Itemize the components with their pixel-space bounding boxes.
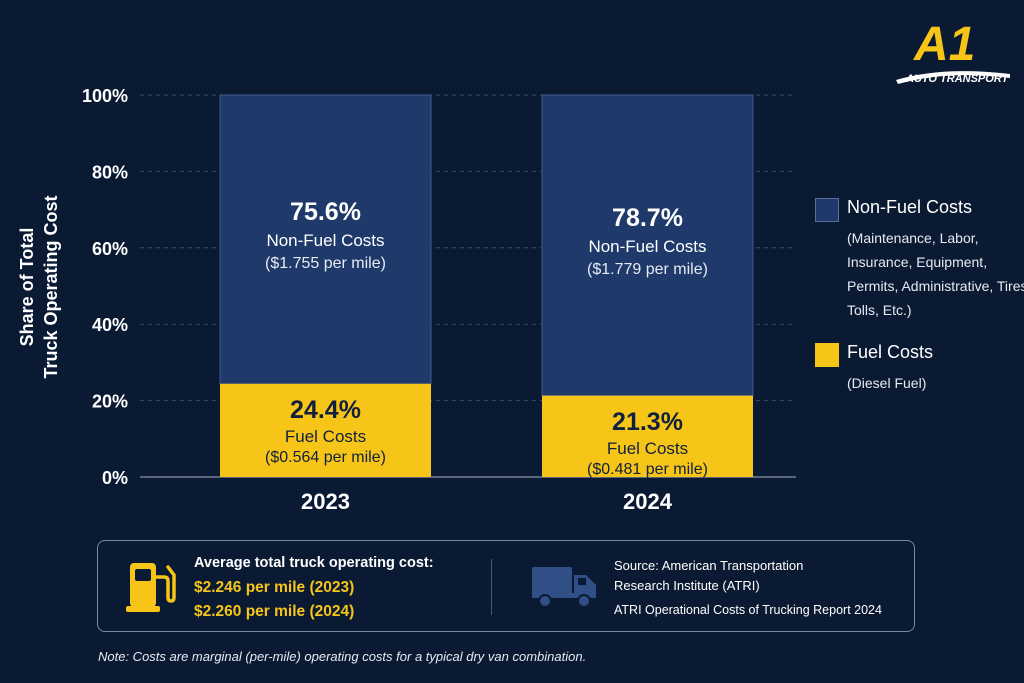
legend-swatch-non-fuel xyxy=(815,198,839,222)
source-line-3: ATRI Operational Costs of Trucking Repor… xyxy=(614,603,882,617)
legend-desc-fuel: (Diesel Fuel) xyxy=(847,375,927,391)
non-fuel-value-label: 78.7% xyxy=(612,204,683,232)
fuel-value-label: 24.4% xyxy=(290,395,361,424)
x-tick-label: 2023 xyxy=(301,489,350,514)
source-line-1: Source: American Transportation xyxy=(614,558,804,573)
fuel-segment-label: Fuel Costs xyxy=(284,426,367,446)
logo-subtext: AUTO TRANSPORT xyxy=(905,73,1010,85)
source-line-2: Research Institute (ATRI) xyxy=(614,578,760,593)
legend-swatch-fuel xyxy=(815,343,839,367)
bar-fuel-2023 xyxy=(220,383,431,477)
non-fuel-per-mile: ($1.779 per mile) xyxy=(587,261,708,278)
non-fuel-segment-label: Non-Fuel Costs xyxy=(588,237,707,256)
avg-cost-2024: $2.260 per mile (2024) xyxy=(194,603,355,620)
fuel-value-label: 21.3% xyxy=(612,407,683,436)
truck-icon xyxy=(532,567,596,608)
fuel-label-block: 24.4% Fuel Costs ($0.564 per mile) xyxy=(220,396,431,467)
fuel-per-mile: ($0.564 per mile) xyxy=(265,448,386,466)
non-fuel-label-block: 78.7% Non-Fuel Costs ($1.779 per mile) xyxy=(542,204,753,279)
info-box: Average total truck operating cost: $2.2… xyxy=(97,540,915,632)
y-tick-label: 80% xyxy=(92,162,128,182)
fuel-label-block: 21.3% Fuel Costs ($0.481 per mile) xyxy=(542,408,753,479)
bar-non-fuel-2023 xyxy=(219,94,432,385)
legend-title-non-fuel: Non-Fuel Costs xyxy=(847,197,973,217)
logo-text: A1 xyxy=(913,18,975,71)
y-tick-label: 0% xyxy=(102,468,128,488)
fuel-segment-label: Fuel Costs xyxy=(606,438,689,458)
legend-desc-non-fuel: (Maintenance, Labor, Insurance, Equipmen… xyxy=(847,230,1024,318)
legend-title-fuel: Fuel Costs xyxy=(847,342,934,362)
x-tick-label: 2024 xyxy=(623,489,673,514)
non-fuel-label-block: 75.6% Non-Fuel Costs ($1.755 per mile) xyxy=(220,198,431,273)
y-tick-label: 100% xyxy=(82,86,128,106)
fuel-per-mile: ($0.481 per mile) xyxy=(587,460,708,478)
y-tick-label: 60% xyxy=(92,239,128,259)
y-axis-label: Share of Total Truck Operating Cost xyxy=(17,195,61,378)
a1-auto-transport-logo: A1 AUTO TRANSPORT xyxy=(896,18,1010,85)
avg-cost-title: Average total truck operating cost: xyxy=(194,555,434,571)
divider xyxy=(491,559,492,615)
y-tick-label: 40% xyxy=(92,315,128,335)
y-tick-label: 20% xyxy=(92,392,128,412)
fuel-pump-icon xyxy=(126,563,176,612)
bar-non-fuel-2024 xyxy=(541,94,754,397)
avg-cost-2023: $2.246 per mile (2023) xyxy=(194,579,355,596)
non-fuel-per-mile: ($1.755 per mile) xyxy=(265,255,386,272)
non-fuel-value-label: 75.6% xyxy=(290,198,361,226)
bar-fuel-2024 xyxy=(542,395,753,477)
non-fuel-segment-label: Non-Fuel Costs xyxy=(266,231,385,250)
footnote: Note: Costs are marginal (per-mile) oper… xyxy=(98,649,587,664)
